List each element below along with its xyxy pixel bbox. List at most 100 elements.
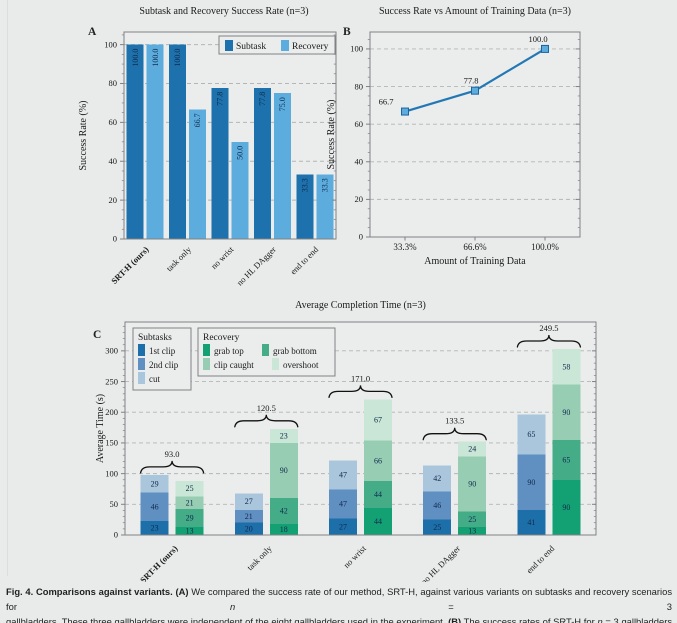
bar-value-label: 75.0 bbox=[278, 97, 287, 111]
segment-value-label: 46 bbox=[151, 502, 159, 511]
total-brace bbox=[328, 385, 393, 398]
bar-recovery-0-segment-1 bbox=[175, 509, 204, 528]
segment-value-label: 90 bbox=[527, 478, 535, 487]
y-axis-label: Success Rate (%) bbox=[78, 101, 89, 171]
x-category-label: task only bbox=[164, 244, 193, 273]
figure-caption: Fig. 4. Comparisons against variants. (A… bbox=[6, 584, 672, 623]
bar-recovery-2 bbox=[231, 141, 249, 239]
bar-value-label: 100.0 bbox=[131, 49, 140, 67]
page-edge-rule bbox=[7, 0, 8, 576]
legend-swatch-recovery bbox=[281, 40, 289, 51]
bar-recovery-4-segment-2 bbox=[552, 384, 581, 440]
y-tick-label: 300 bbox=[105, 346, 118, 356]
bar-subtask-3-segment-0 bbox=[423, 519, 452, 535]
bar-recovery-3-segment-2 bbox=[458, 456, 487, 512]
y-tick-label: 40 bbox=[355, 156, 364, 166]
plot-frame bbox=[124, 321, 597, 536]
bar-subtask-1-segment-0 bbox=[234, 522, 263, 535]
total-label: 133.5 bbox=[445, 416, 464, 426]
segment-value-label: 90 bbox=[562, 503, 570, 512]
x-category-label: SRT-H (ours) bbox=[109, 244, 151, 286]
segment-value-label: 46 bbox=[433, 501, 441, 510]
panel-title: Success Rate vs Amount of Training Data … bbox=[379, 6, 571, 17]
bar-value-label: 50.0 bbox=[236, 146, 245, 160]
y-tick-label: 100 bbox=[105, 468, 118, 478]
panel-letter: A bbox=[88, 26, 97, 38]
bar-value-label: 100.0 bbox=[151, 49, 160, 67]
y-tick-label: 60 bbox=[355, 119, 364, 129]
bar-recovery-3 bbox=[273, 93, 291, 240]
bar-subtask-0-segment-0 bbox=[140, 520, 169, 535]
y-tick-label: 250 bbox=[105, 376, 118, 386]
segment-value-label: 42 bbox=[433, 474, 441, 483]
bar-subtask-2-segment-2 bbox=[329, 460, 357, 490]
data-point-marker bbox=[471, 86, 479, 95]
y-tick-label: 20 bbox=[109, 195, 118, 205]
x-category-label: SRT-H (ours) bbox=[138, 543, 180, 582]
caption-segment: (B) bbox=[448, 616, 462, 623]
total-label: 93.0 bbox=[165, 449, 180, 459]
y-tick-label: 80 bbox=[355, 81, 364, 91]
data-point-label: 77.8 bbox=[464, 76, 479, 86]
caption-segment: gallbladders. These three gallbladders w… bbox=[6, 616, 449, 623]
panel-b: 66.7 33.3% 77.8 66.6% 100.0 100.0% 0 20 40 60 80 10… bbox=[326, 6, 581, 267]
bar-subtask-4 bbox=[296, 174, 314, 239]
legend-a: Subtask Recovery bbox=[218, 35, 336, 55]
bar-recovery-1-segment-2 bbox=[269, 442, 298, 499]
bar-value-label: 77.8 bbox=[258, 92, 267, 106]
legend-swatch-clip-caught bbox=[203, 358, 210, 370]
y-tick-label: 100 bbox=[350, 44, 363, 54]
segment-value-label: 21 bbox=[245, 512, 253, 521]
caption-line: Fig. 4. Comparisons against variants. (A… bbox=[6, 584, 672, 614]
bar-recovery-1-segment-0 bbox=[269, 523, 298, 535]
segment-value-label: 67 bbox=[374, 415, 382, 424]
legend-swatch-1st-clip bbox=[138, 344, 145, 356]
bar-subtask-2 bbox=[211, 87, 229, 239]
segment-value-label: 66 bbox=[374, 456, 382, 465]
segment-value-label: 47 bbox=[339, 471, 347, 480]
legend-swatch-cut bbox=[138, 372, 145, 384]
data-point-marker bbox=[401, 107, 409, 116]
segment-value-label: 90 bbox=[562, 408, 570, 417]
segment-value-label: 44 bbox=[374, 490, 382, 499]
bar-subtask-0-segment-2 bbox=[140, 474, 169, 493]
caption-segment: Fig. 4. Comparisons against variants. bbox=[6, 586, 176, 597]
y-tick-label: 80 bbox=[109, 78, 118, 88]
segment-value-label: 27 bbox=[245, 497, 253, 506]
segment-value-label: 42 bbox=[280, 507, 288, 516]
bar-recovery-4-segment-3 bbox=[552, 349, 581, 385]
caption-line: gallbladders. These three gallbladders w… bbox=[6, 614, 672, 623]
data-point-label: 100.0 bbox=[528, 34, 547, 44]
legend-box bbox=[218, 35, 336, 55]
caption-segment: = 3 bbox=[235, 601, 673, 613]
bar-recovery-0 bbox=[146, 44, 164, 239]
y-tick-label: 100 bbox=[104, 39, 117, 49]
segment-value-label: 90 bbox=[280, 466, 288, 475]
y-tick-label: 200 bbox=[105, 407, 118, 417]
caption-segment: The success rates of SRT-H for bbox=[461, 616, 598, 623]
data-point-label: 66.7 bbox=[379, 97, 394, 107]
bar-subtask-4-segment-0 bbox=[517, 509, 546, 535]
bar-value-label: 100.0 bbox=[173, 49, 182, 67]
legend-label: grab top bbox=[214, 346, 244, 356]
segment-value-label: 21 bbox=[186, 498, 194, 507]
segment-value-label: 18 bbox=[280, 525, 288, 534]
segment-value-label: 29 bbox=[186, 514, 194, 523]
y-tick-label: 0 bbox=[113, 234, 117, 244]
plot-frame bbox=[369, 31, 581, 238]
legend-swatch-grab-bottom bbox=[262, 344, 269, 356]
legend-label: grab bottom bbox=[273, 346, 317, 356]
bar-recovery-0-segment-0 bbox=[175, 527, 204, 535]
segment-value-label: 65 bbox=[562, 455, 570, 464]
segment-value-label: 13 bbox=[468, 527, 476, 536]
y-axis-label: Average Time (s) bbox=[95, 394, 106, 463]
x-tick-label: 100.0% bbox=[531, 242, 559, 252]
segment-value-label: 23 bbox=[151, 524, 159, 533]
bar-recovery-2-segment-0 bbox=[364, 507, 392, 535]
bar-recovery-3-segment-1 bbox=[458, 511, 487, 528]
x-category-label: end to end bbox=[288, 244, 321, 277]
bar-recovery-1-segment-1 bbox=[269, 498, 298, 524]
bar-recovery-4-segment-1 bbox=[552, 439, 581, 480]
x-axis-label: Amount of Training Data bbox=[424, 256, 526, 267]
segment-value-label: 29 bbox=[151, 479, 159, 488]
